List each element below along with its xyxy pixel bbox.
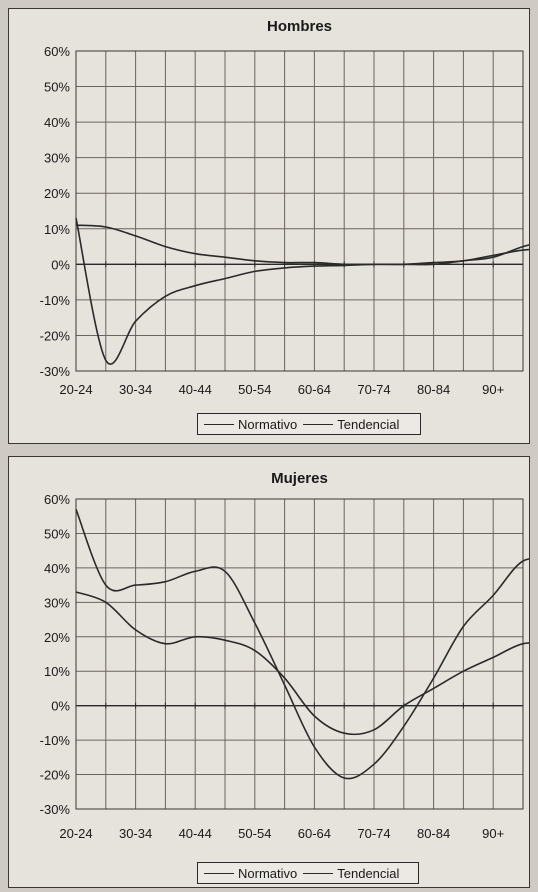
- legend-item-tendencial: Tendencial: [303, 866, 399, 881]
- x-tick-label: 90+: [482, 826, 504, 841]
- x-tick-label: 40-44: [179, 826, 212, 841]
- x-tick-label: 60-64: [298, 826, 331, 841]
- legend-item-normativo: Normativo: [204, 866, 297, 881]
- y-tick-label: 40%: [44, 561, 70, 576]
- x-tick-label: 70-74: [357, 826, 390, 841]
- legend-line-icon: [303, 423, 334, 425]
- plot-area-border: [75, 50, 524, 372]
- legend: Normativo Tendencial: [197, 413, 421, 435]
- y-tick-label: 60%: [44, 492, 70, 507]
- legend: Normativo Tendencial: [197, 862, 419, 884]
- series-line-tendencial: [75, 591, 529, 736]
- series-line-normativo: [75, 224, 529, 266]
- line-chart-mujeres: Mujeres 60% 50% 40% 30% 20% 10% 0% -10% -20% -30% 2…: [40, 470, 529, 841]
- x-tick-label: 50-54: [238, 826, 271, 841]
- y-tick-label: -10%: [40, 733, 71, 748]
- x-tick-label: 90+: [482, 382, 504, 397]
- series-line-tendencial: [75, 217, 529, 365]
- y-tick-label: 10%: [44, 222, 70, 237]
- legend-line-icon: [204, 872, 234, 874]
- legend-line-icon: [204, 423, 234, 425]
- y-tick-label: 10%: [44, 664, 70, 679]
- chart-panel-hombres: Hombres 60% 50% 40% 30% 20% 10% 0% -10% -20% -30% 2…: [8, 8, 530, 444]
- legend-label: Tendencial: [337, 865, 400, 881]
- y-tick-label: -20%: [40, 768, 71, 783]
- y-tick-label: 0%: [51, 257, 70, 272]
- legend-item-tendencial: Tendencial: [303, 417, 399, 432]
- legend-label: Tendencial: [337, 416, 400, 432]
- y-tick-label: 20%: [44, 630, 70, 645]
- plot-area-border: [75, 498, 524, 810]
- y-tick-label: 50%: [44, 80, 70, 95]
- y-tick-label: 50%: [44, 526, 70, 541]
- x-tick-label: 80-84: [417, 382, 450, 397]
- x-tick-label: 20-24: [59, 382, 92, 397]
- chart-title: Hombres: [267, 18, 332, 35]
- y-tick-label: 30%: [44, 151, 70, 166]
- chart-panel-mujeres: Mujeres 60% 50% 40% 30% 20% 10% 0% -10% -20% -30% 2…: [8, 456, 530, 888]
- series-line-normativo: [75, 509, 529, 780]
- x-tick-label: 80-84: [417, 826, 450, 841]
- legend-label: Normativo: [238, 416, 298, 432]
- y-tick-label: 60%: [44, 44, 70, 59]
- y-tick-label: -10%: [40, 293, 71, 308]
- y-tick-label: 0%: [51, 699, 70, 714]
- y-tick-label: 40%: [44, 115, 70, 130]
- y-tick-label: -30%: [40, 364, 71, 379]
- y-tick-label: 30%: [44, 595, 70, 610]
- x-tick-label: 70-74: [357, 382, 390, 397]
- legend-label: Normativo: [238, 865, 298, 881]
- y-tick-label: 20%: [44, 186, 70, 201]
- x-tick-label: 30-34: [119, 826, 152, 841]
- y-tick-label: -30%: [40, 802, 71, 817]
- line-chart-hombres: Hombres 60% 50% 40% 30% 20% 10% 0% -10% -20% -30% 2…: [40, 18, 529, 397]
- x-tick-label: 30-34: [119, 382, 152, 397]
- legend-line-icon: [303, 872, 334, 874]
- x-tick-label: 40-44: [179, 382, 212, 397]
- chart-title: Mujeres: [271, 470, 328, 487]
- x-tick-label: 50-54: [238, 382, 271, 397]
- y-tick-label: -20%: [40, 328, 71, 343]
- x-tick-label: 20-24: [59, 826, 92, 841]
- legend-item-normativo: Normativo: [204, 417, 297, 432]
- x-tick-label: 60-64: [298, 382, 331, 397]
